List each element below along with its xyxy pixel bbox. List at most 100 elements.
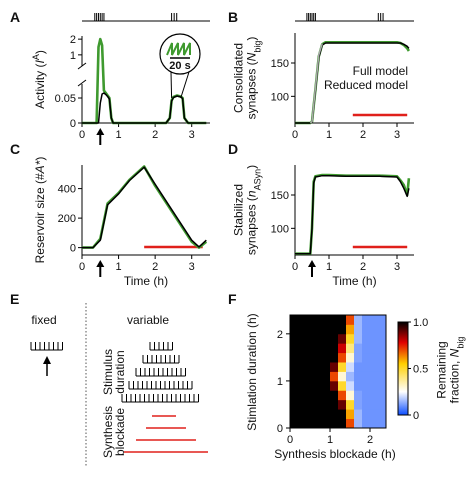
heat-cell [330, 418, 339, 429]
heat-cell [370, 362, 379, 372]
heat-cell [362, 399, 371, 410]
heat-cell [314, 315, 323, 325]
heat-cell [290, 343, 299, 354]
heat-cell [298, 324, 307, 335]
heat-cell [338, 324, 347, 335]
heat-cell [370, 399, 379, 410]
heat-cell [354, 333, 363, 344]
arrow-head [43, 356, 51, 364]
heat-cell [314, 333, 323, 344]
heat-cell [322, 399, 331, 410]
heat-cell [354, 324, 363, 335]
heat-cell [322, 315, 331, 325]
heat-cell [306, 380, 315, 391]
heat-cell [298, 399, 307, 410]
heat-cell [298, 390, 307, 401]
heat-cell [322, 371, 331, 382]
axis-break [77, 79, 87, 87]
heat-cell [338, 352, 347, 363]
heat-cell [322, 324, 331, 335]
y-axis-label-part: Stabilized [232, 184, 246, 236]
y-axis-label-part: synapses ( [245, 197, 259, 255]
heat-cell [314, 352, 323, 363]
x-tick-label: 3 [394, 261, 400, 273]
heat-cell [354, 399, 363, 410]
y-axis-label-part: I [33, 60, 47, 64]
heat-cell [330, 352, 339, 363]
heat-cell [378, 371, 387, 382]
heat-cell [346, 399, 355, 410]
colorbar-label: Remaining [435, 341, 449, 398]
x-tick-label: 0 [287, 434, 293, 446]
colorbar-label-part: big [456, 337, 466, 349]
colorbar-tick-label: 0.5 [413, 364, 428, 376]
heat-cell [330, 390, 339, 401]
colorbar-tick-label: 1.0 [413, 317, 428, 329]
heat-cell [330, 380, 339, 391]
y-axis-label-part: ) [33, 157, 47, 161]
heat-cell [378, 390, 387, 401]
series-line [82, 166, 207, 249]
y-axis-label: Consolidated [232, 43, 246, 113]
heat-cell [290, 315, 299, 325]
heat-cell [362, 418, 371, 429]
y-tick-label: 0 [70, 243, 76, 255]
heat-cell [298, 418, 307, 429]
heat-cell [290, 324, 299, 335]
heat-cell [314, 418, 323, 429]
heat-cell [354, 390, 363, 401]
heat-cell [338, 380, 347, 391]
heat-cell [306, 409, 315, 419]
heat-cell [346, 333, 355, 344]
y-tick-label: 2 [277, 329, 283, 341]
heat-cell [354, 380, 363, 391]
legend-entry: Reduced model [324, 78, 408, 92]
heat-cell [306, 343, 315, 354]
heat-cell [306, 418, 315, 429]
heat-cell [346, 380, 355, 391]
heat-cell [290, 352, 299, 363]
heat-cell [298, 315, 307, 325]
x-tick-label: 0 [79, 261, 85, 273]
y-tick-label: 100 [271, 223, 289, 235]
heat-cell [370, 324, 379, 335]
diagram-side-label: Synthesis [101, 406, 115, 458]
heat-cell [370, 343, 379, 354]
x-tick-label: 3 [394, 129, 400, 141]
heat-cell [306, 352, 315, 363]
heat-cell [314, 324, 323, 335]
heat-cell [298, 362, 307, 372]
heat-cell [314, 399, 323, 410]
arrow-head [96, 128, 105, 135]
heat-cell [338, 362, 347, 372]
induction-arrow [96, 128, 105, 145]
induction-arrow [96, 260, 105, 277]
x-tick-label: 2 [152, 261, 158, 273]
heat-cell [322, 343, 331, 354]
heat-cell [354, 315, 363, 325]
x-tick-label: 1 [327, 434, 333, 446]
y-axis-label-part: n [245, 190, 259, 197]
heat-cell [322, 380, 331, 391]
heat-cell [330, 343, 339, 354]
heat-cell [378, 409, 387, 419]
heat-cell [354, 352, 363, 363]
heat-cell [362, 333, 371, 344]
induction-arrow [308, 260, 316, 277]
heat-cell [298, 343, 307, 354]
x-tick-label: 0 [292, 129, 298, 141]
y-axis-label-part: big [253, 41, 263, 53]
y-tick-label: 0 [70, 118, 76, 130]
heat-cell [330, 333, 339, 344]
y-axis-label: Activity (IA) [31, 50, 47, 109]
heat-cell [346, 352, 355, 363]
heat-cell [346, 343, 355, 354]
y-tick-label: 150 [271, 58, 289, 70]
y-tick-label: 100 [271, 91, 289, 103]
heat-cell [290, 380, 299, 391]
heat-cell [322, 333, 331, 344]
x-tick-label: 3 [189, 129, 195, 141]
heat-cell [362, 324, 371, 335]
heat-cell [346, 418, 355, 429]
